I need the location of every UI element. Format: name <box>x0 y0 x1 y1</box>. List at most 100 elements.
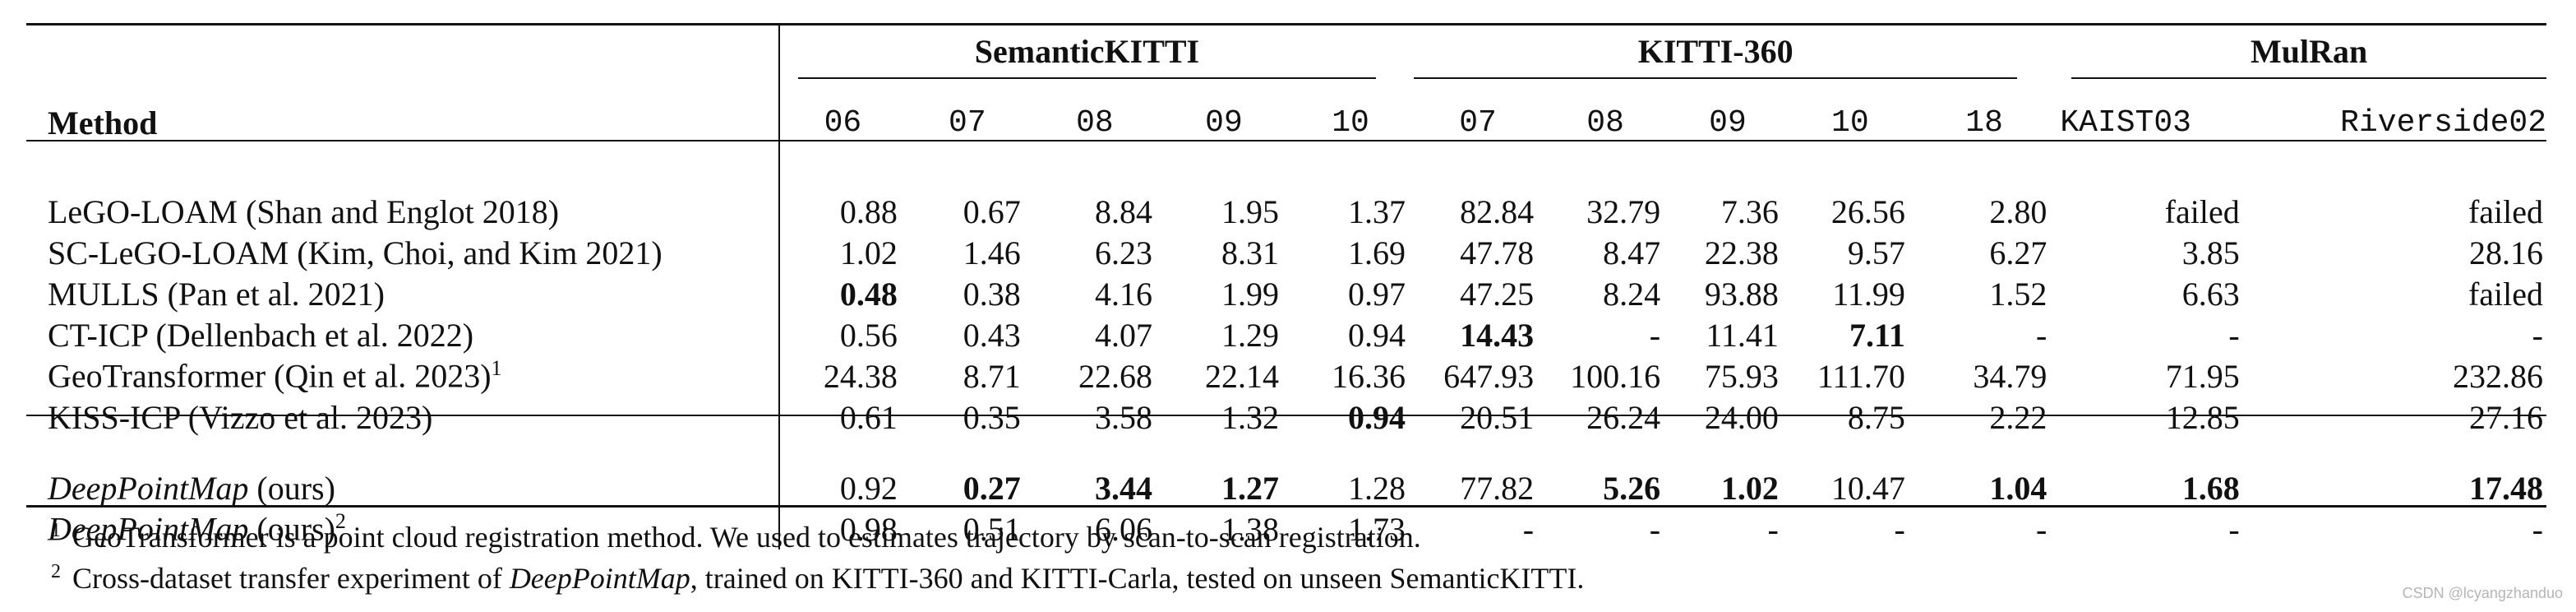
table-cell: 8.75 <box>1847 398 1905 436</box>
table-cell: 6.23 <box>1094 234 1152 271</box>
group-spacer <box>26 23 780 87</box>
table-cell: 7.36 <box>1720 192 1779 230</box>
table-cell: 47.25 <box>1460 275 1535 313</box>
table-row: SC-LeGO-LOAM (Kim, Choi, and Kim 2021) 1.… <box>26 232 2546 273</box>
table-cell: 0.61 <box>839 398 898 436</box>
table-cell: 0.94 <box>1348 316 1406 354</box>
footnote-2: 2 Cross-dataset transfer experiment of De… <box>51 561 1584 596</box>
table-cell: 0.67 <box>963 192 1021 230</box>
method-name-text: CT-ICP (Dellenbach et al. 2022) <box>48 316 474 354</box>
column-header: 10 <box>1831 104 1869 141</box>
table-cell: 0.88 <box>839 192 898 230</box>
table-row: MULLS (Pan et al. 2021) 0.48 0.38 4.16 1.99 0… <box>26 273 2546 314</box>
table-cell: 24.00 <box>1704 398 1779 436</box>
method-name-text: LeGO-LOAM (Shan and Englot 2018) <box>48 192 560 230</box>
table-cell: 1.27 <box>1221 469 1279 507</box>
column-header: 07 <box>949 104 986 141</box>
table-cell: 26.24 <box>1586 398 1661 436</box>
method-name: CT-ICP (Dellenbach et al. 2022) <box>26 314 780 355</box>
table-cell: 1.29 <box>1221 316 1279 354</box>
method-name: LeGO-LOAM (Shan and Englot 2018) <box>26 179 780 232</box>
table-cell: 0.27 <box>963 469 1021 507</box>
table-cell: 82.84 <box>1460 192 1535 230</box>
footnote-ref: 1 <box>491 356 502 381</box>
table-cell: 1.04 <box>1989 469 2047 507</box>
method-name-text: KISS-ICP (Vizzo et al. 2023) <box>48 398 433 436</box>
table-cell: 27.16 <box>2469 398 2543 436</box>
table-cell: - <box>1522 510 1535 548</box>
table-cell: 8.24 <box>1603 275 1661 313</box>
table-cell: 0.43 <box>963 316 1021 354</box>
table-cell: 71.95 <box>2165 357 2240 395</box>
table-cell: 100.16 <box>1570 357 1661 395</box>
table-cell: 93.88 <box>1704 275 1779 313</box>
column-header: 09 <box>1709 104 1747 141</box>
table-cell: 6.63 <box>2181 275 2240 313</box>
table-cell: 6.27 <box>1989 234 2047 271</box>
middle-rule <box>26 415 2546 416</box>
method-name-italic: DeepPointMap <box>48 469 249 507</box>
table-cell: 26.56 <box>1830 192 1905 230</box>
bottom-rule <box>26 505 2546 508</box>
table-cell: - <box>2228 510 2240 548</box>
table-cell: 2.80 <box>1989 192 2047 230</box>
footnote-text: GeoTransformer is a point cloud registra… <box>72 521 1421 554</box>
table-cell: - <box>1894 510 1905 548</box>
table-cell: 32.79 <box>1586 192 1661 230</box>
table-cell: failed <box>2468 192 2543 230</box>
table-cell: 11.99 <box>1832 275 1905 313</box>
table-cell: 4.16 <box>1094 275 1152 313</box>
footnote-text-post: , trained on KITTI-360 and KITTI-Carla, … <box>690 562 1585 595</box>
table-cell: 1.99 <box>1221 275 1279 313</box>
column-header: 08 <box>1586 104 1624 141</box>
table-cell: 8.84 <box>1094 192 1152 230</box>
group-header-row: SemanticKITTI KITTI-360 MulRan <box>26 23 2546 87</box>
table-cell: 0.97 <box>1348 275 1406 313</box>
table-cell: 0.94 <box>1348 398 1406 436</box>
table-cell: 4.07 <box>1094 316 1152 354</box>
table-cell: 0.48 <box>839 275 898 313</box>
header-rule <box>26 140 2546 141</box>
method-name: KISS-ICP (Vizzo et al. 2023) <box>26 396 780 438</box>
table-cell: 9.57 <box>1847 234 1905 271</box>
table-cell: 232.86 <box>2453 357 2543 395</box>
table-cell: 1.02 <box>1720 469 1779 507</box>
column-header: 18 <box>1965 104 2003 141</box>
table-cell: - <box>2036 316 2047 354</box>
table-cell: 14.43 <box>1460 316 1535 354</box>
method-name-suffix: (ours) <box>248 510 335 548</box>
table-cell: 1.28 <box>1348 469 1406 507</box>
footnote-text-italic: DeepPointMap <box>509 562 690 595</box>
column-header: KAIST03 <box>2060 104 2191 141</box>
table-cell: 75.93 <box>1704 357 1779 395</box>
table-cell: 1.73 <box>1348 510 1406 548</box>
table-row: KISS-ICP (Vizzo et al. 2023) 0.61 0.35 3.58… <box>26 396 2546 438</box>
footnote-1: 1 GeoTransformer is a point cloud registr… <box>51 520 1421 554</box>
table-cell: 8.31 <box>1221 234 1279 271</box>
table-cell: 1.38 <box>1221 510 1279 548</box>
footnote-ref: 2 <box>335 509 346 534</box>
table-cell: 28.16 <box>2469 234 2543 271</box>
table-cell: - <box>2532 510 2543 548</box>
column-header-row: Method 06 07 08 09 10 07 08 09 10 18 KAIST03 Rivers… <box>26 87 2546 158</box>
column-header: Riverside02 <box>2340 104 2546 141</box>
table-cell: 3.44 <box>1094 469 1152 507</box>
table-cell: 0.35 <box>963 398 1021 436</box>
table-cell: 22.14 <box>1204 357 1279 395</box>
table-cell: failed <box>2468 275 2543 313</box>
method-name: SC-LeGO-LOAM (Kim, Choi, and Kim 2021) <box>26 232 780 273</box>
table-cell: 2.22 <box>1989 398 2047 436</box>
table-cell: 1.52 <box>1989 275 2047 313</box>
table-row: DeepPointMap (ours) 0.92 0.27 3.44 1.27 1.28 7… <box>26 456 2546 508</box>
footnote-mark: 1 <box>51 520 61 541</box>
table-cell: 1.46 <box>963 234 1021 271</box>
table-cell: 5.26 <box>1603 469 1661 507</box>
table-cell: - <box>1767 510 1779 548</box>
method-name: GeoTransformer (Qin et al. 2023)1 <box>26 355 780 396</box>
method-name: DeepPointMap (ours) <box>26 456 780 508</box>
method-name-text: GeoTransformer (Qin et al. 2023) <box>48 357 492 395</box>
table-cell: 111.70 <box>1817 357 1905 395</box>
table-cell: 0.92 <box>839 469 898 507</box>
method-name-text: MULLS (Pan et al. 2021) <box>48 275 385 313</box>
column-header: 07 <box>1459 104 1497 141</box>
